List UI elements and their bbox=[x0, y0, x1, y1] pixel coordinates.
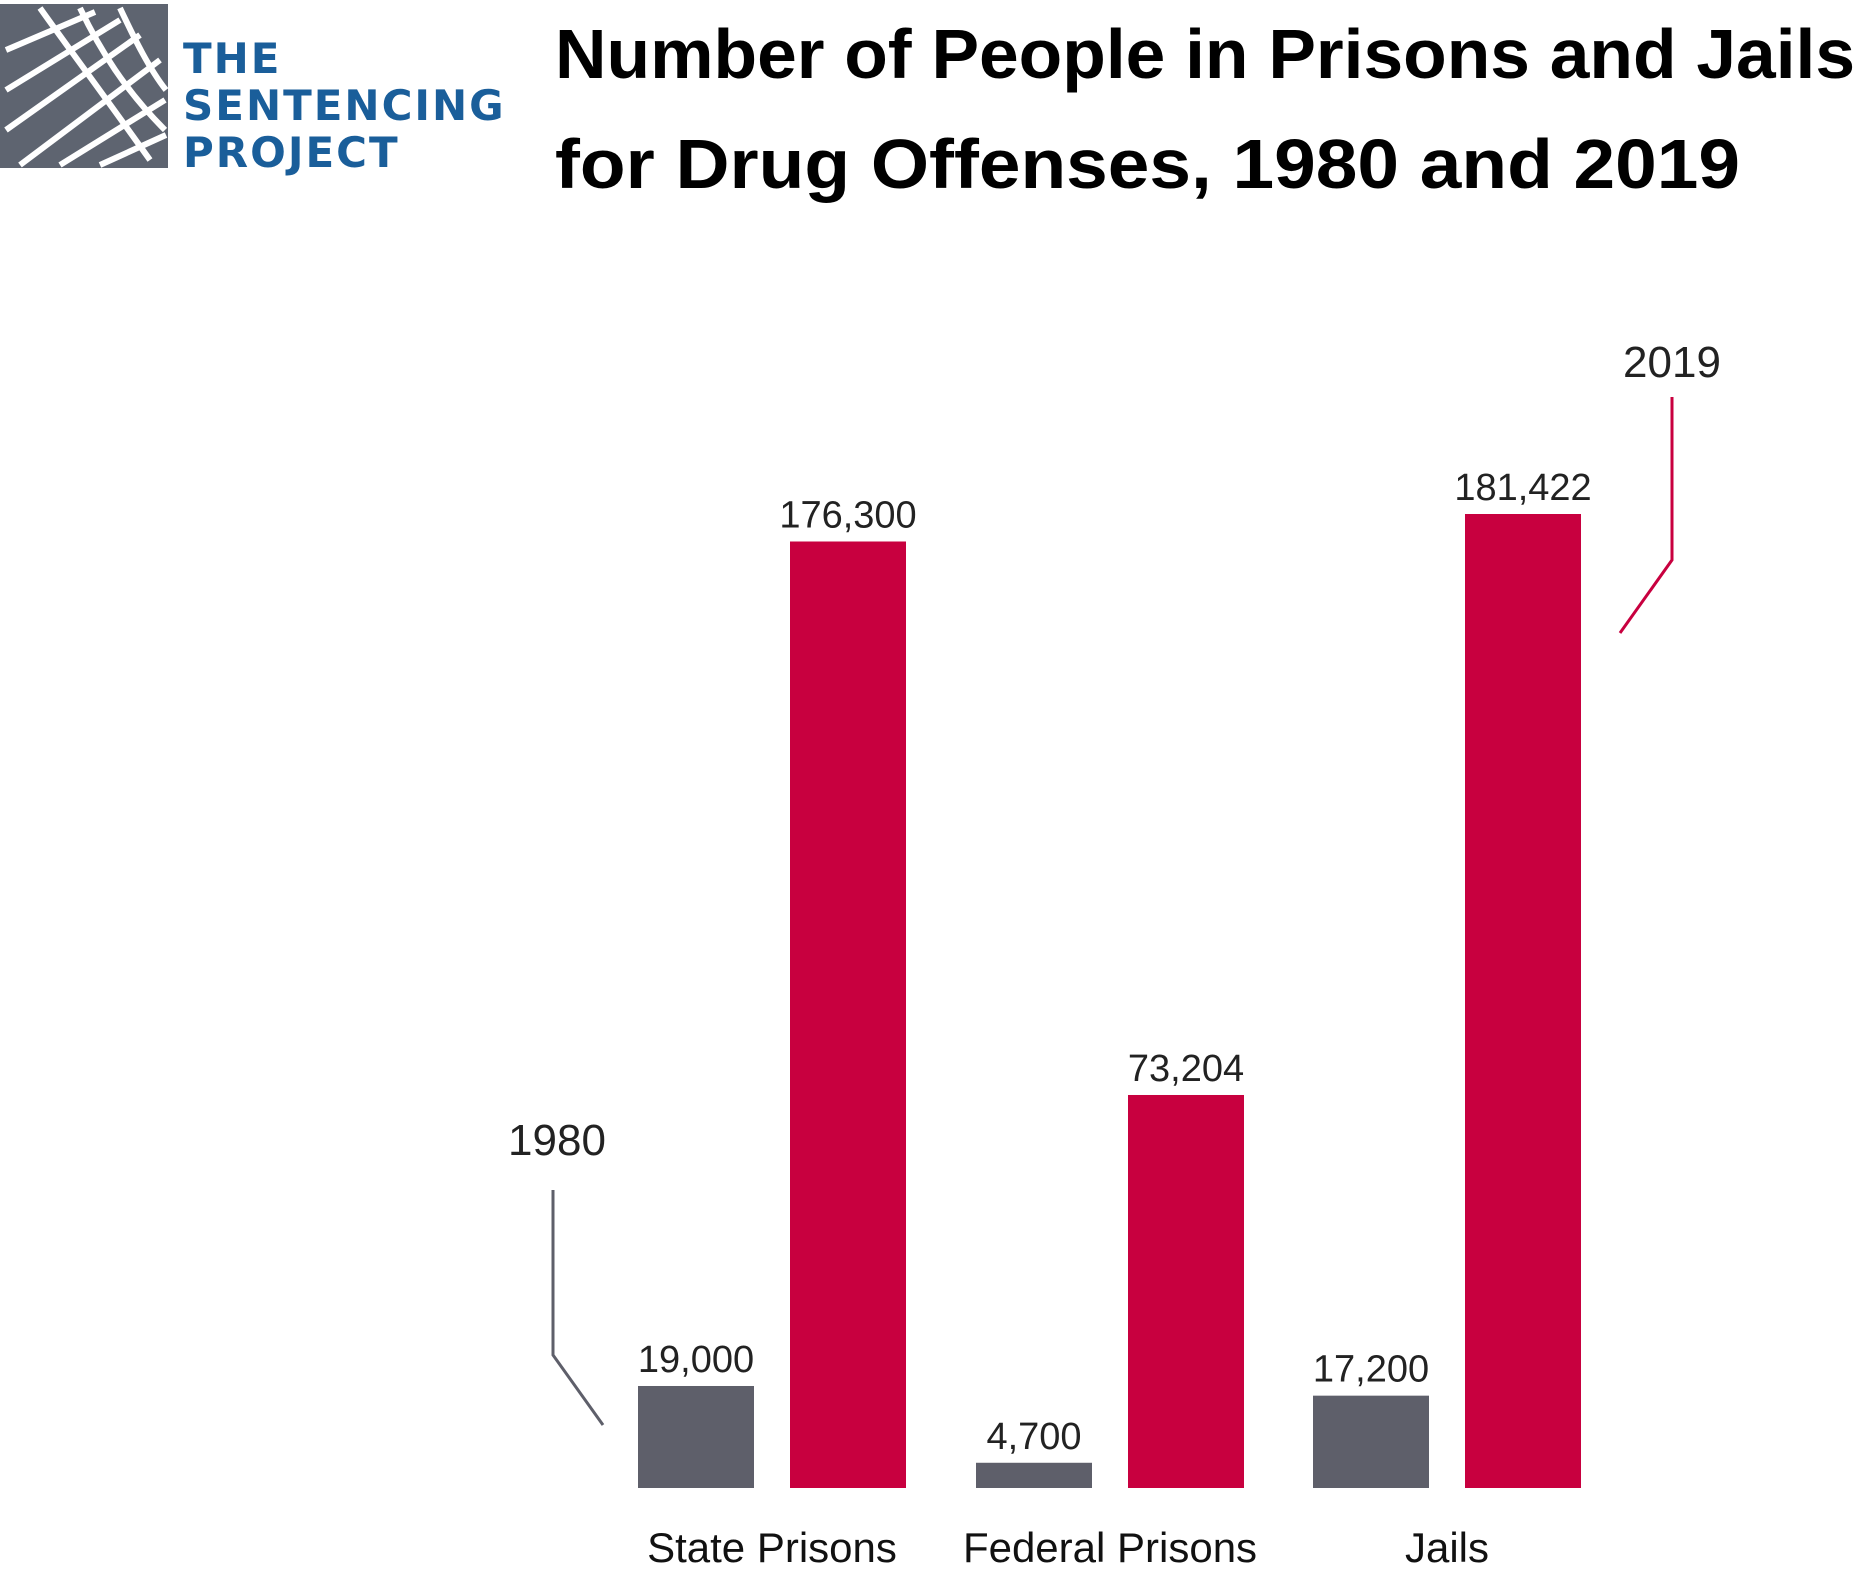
data-label-1980-federal-prisons: 4,700 bbox=[986, 1416, 1081, 1458]
bar-2019-jails bbox=[1465, 514, 1581, 1488]
bar-2019-federal-prisons bbox=[1128, 1094, 1244, 1488]
data-label-1980-jails: 17,200 bbox=[1313, 1349, 1429, 1391]
category-label-federal-prisons: Federal Prisons bbox=[963, 1524, 1257, 1569]
sentencing-project-grid-logo-icon bbox=[0, 4, 169, 168]
data-label-2019-jails: 181,422 bbox=[1454, 467, 1591, 509]
data-label-2019-federal-prisons: 73,204 bbox=[1128, 1048, 1244, 1090]
bar-1980-jails bbox=[1313, 1395, 1429, 1488]
data-label-2019-state-prisons: 176,300 bbox=[779, 494, 916, 536]
category-label-jails: Jails bbox=[1405, 1524, 1489, 1569]
series-leader-line-1980 bbox=[551, 1190, 605, 1426]
chart-title-line-2: for Drug Offenses, 1980 and 2019 bbox=[555, 125, 1740, 203]
data-label-1980-state-prisons: 19,000 bbox=[638, 1339, 754, 1381]
chart-title-line-1: Number of People in Prisons and Jails bbox=[555, 15, 1855, 93]
logo-line-1: THE bbox=[183, 34, 282, 83]
bar-2019-state-prisons bbox=[790, 541, 906, 1488]
series-leader-line-2019 bbox=[1618, 397, 1674, 634]
logo: THE SENTENCING PROJECT bbox=[0, 4, 506, 177]
bar-1980-state-prisons bbox=[638, 1385, 754, 1488]
bar-1980-federal-prisons bbox=[976, 1462, 1092, 1488]
logo-line-3: PROJECT bbox=[183, 128, 400, 177]
logo-line-2: SENTENCING bbox=[183, 81, 506, 130]
series-label-1980: 1980 bbox=[508, 1116, 606, 1165]
category-label-state-prisons: State Prisons bbox=[647, 1524, 897, 1569]
series-label-2019: 2019 bbox=[1623, 338, 1721, 387]
bars: 19,000 176,300 State Prisons 4,700 73,204 Fed… bbox=[638, 467, 1592, 1569]
